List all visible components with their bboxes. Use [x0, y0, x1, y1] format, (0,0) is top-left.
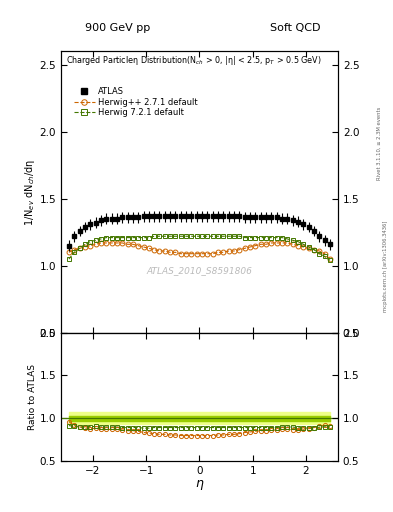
- Text: Charged Particleη Distribution(N$_{ch}$ > 0, |η| < 2.5, p$_{T}$ > 0.5 GeV): Charged Particleη Distribution(N$_{ch}$ …: [66, 54, 322, 67]
- X-axis label: η: η: [195, 477, 204, 490]
- Text: ATLAS_2010_S8591806: ATLAS_2010_S8591806: [147, 266, 252, 275]
- Text: mcplots.cern.ch [arXiv:1306.3436]: mcplots.cern.ch [arXiv:1306.3436]: [383, 221, 387, 312]
- Text: Soft QCD: Soft QCD: [270, 23, 320, 33]
- Text: 900 GeV pp: 900 GeV pp: [85, 23, 151, 33]
- Y-axis label: Ratio to ATLAS: Ratio to ATLAS: [28, 364, 37, 430]
- Text: Rivet 3.1.10, ≥ 2.3M events: Rivet 3.1.10, ≥ 2.3M events: [377, 106, 382, 180]
- Legend: ATLAS, Herwig++ 2.7.1 default, Herwig 7.2.1 default: ATLAS, Herwig++ 2.7.1 default, Herwig 7.…: [71, 83, 201, 120]
- Y-axis label: 1/N$_{ev}$ dN$_{ch}$/dη: 1/N$_{ev}$ dN$_{ch}$/dη: [23, 158, 37, 226]
